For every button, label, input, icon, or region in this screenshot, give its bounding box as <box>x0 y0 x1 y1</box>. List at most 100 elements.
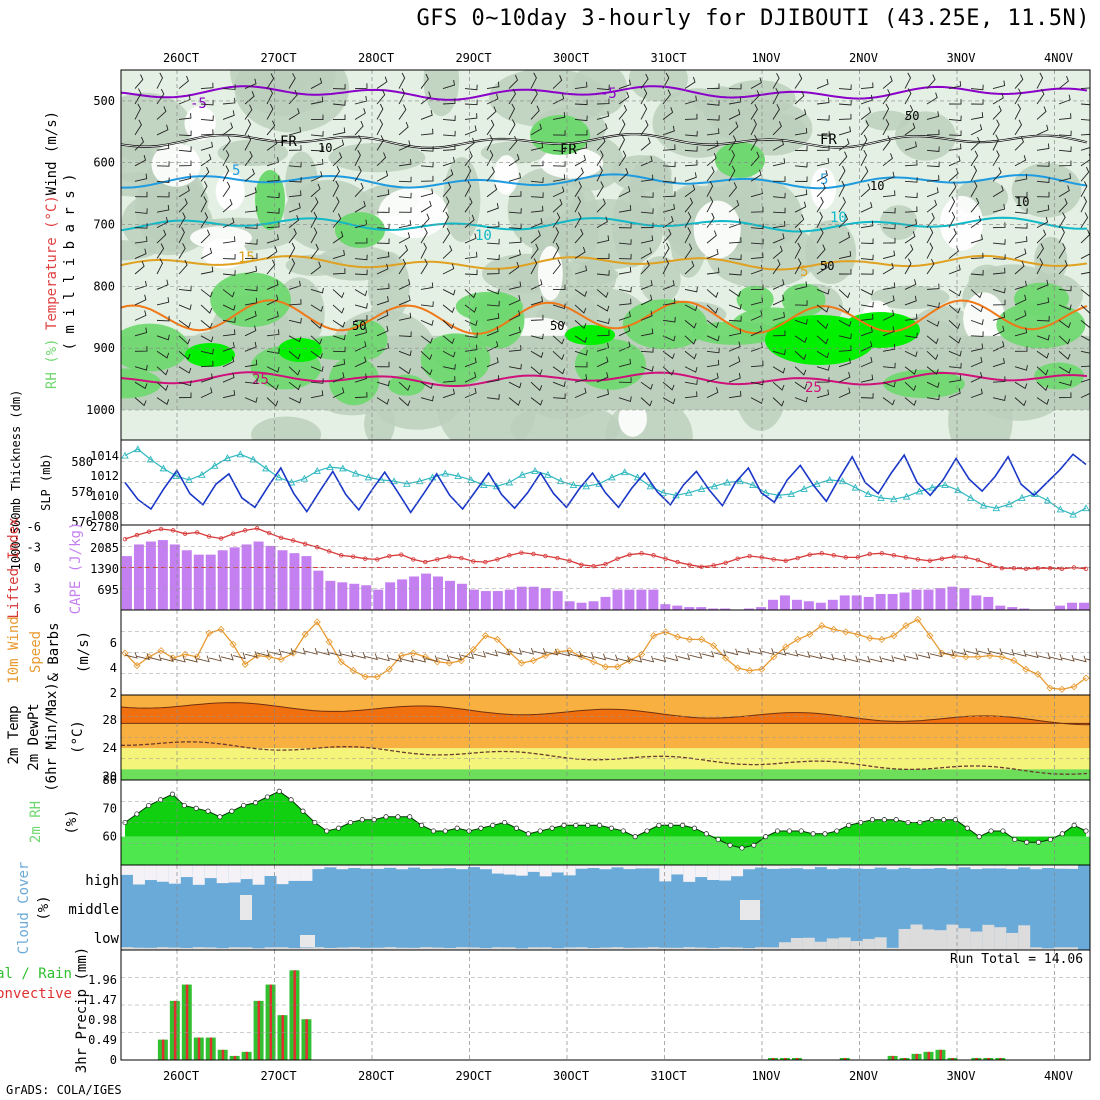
li-point <box>975 557 981 563</box>
wind-barb <box>332 165 341 182</box>
rh-point <box>146 802 152 809</box>
wind-barb <box>486 300 500 307</box>
cloud-low-fill <box>539 947 552 950</box>
rh-point <box>1083 828 1089 834</box>
wind-barb-10m <box>1025 651 1039 659</box>
wind-barb <box>398 244 409 259</box>
wind-barb <box>640 397 653 407</box>
cross-section-group <box>121 70 1090 440</box>
wind-barb-10m <box>629 655 643 663</box>
wind-speed-point <box>481 632 489 640</box>
wind-barb <box>750 118 757 136</box>
wind-barb <box>200 304 213 314</box>
wind-barb <box>376 283 390 290</box>
wind-barb <box>1058 75 1069 89</box>
wind-barb <box>486 81 500 89</box>
wind-barb <box>728 182 738 198</box>
wind-barb <box>640 247 652 259</box>
li-point <box>903 555 909 560</box>
wind-barb <box>794 381 808 390</box>
wind-barb-10m <box>785 649 799 657</box>
cloud-high-gap <box>336 865 349 870</box>
rh-point <box>834 828 840 834</box>
wind-barb <box>882 103 890 120</box>
wind-barb <box>332 114 346 121</box>
wind-barb <box>552 366 565 375</box>
rh2m-group <box>121 788 1090 865</box>
li-point <box>603 561 608 567</box>
wind-barb <box>926 381 940 389</box>
rh-point <box>1024 839 1030 845</box>
wind-barb <box>662 350 675 360</box>
wind-barb <box>948 196 956 213</box>
precip-convective-bar <box>843 1057 847 1060</box>
wind-speed-point <box>517 659 525 667</box>
wind-barb <box>552 227 560 244</box>
rh-shade-mid <box>1011 162 1082 218</box>
wind-speed-point <box>565 647 574 655</box>
cloud-high-gap <box>264 865 277 876</box>
wind-barb <box>1014 397 1027 407</box>
wind-barb <box>904 141 917 151</box>
wind-barb <box>464 357 477 368</box>
wind-barb <box>882 397 895 406</box>
wind-barb <box>1036 216 1049 229</box>
wind-barb <box>266 294 279 306</box>
wind-barb <box>288 73 296 89</box>
wind-barb-10m <box>953 648 967 656</box>
wind-barb <box>288 176 302 183</box>
li-point <box>327 549 332 554</box>
rh-point <box>288 797 294 803</box>
wind-barb <box>1058 392 1072 399</box>
wind-barb <box>860 356 873 368</box>
wind-barb <box>596 165 603 182</box>
li-point <box>699 564 704 570</box>
wind-barb <box>398 312 412 321</box>
cloud-high-gap <box>348 865 361 869</box>
wind-barb <box>618 119 626 136</box>
wind-barb <box>486 313 500 321</box>
rh-point <box>169 791 176 797</box>
wind-barb <box>574 142 588 151</box>
wind-barb <box>376 207 390 213</box>
wind-barb <box>794 109 807 120</box>
cross-section-ylabel: RH (%) Temperature (°C)Wind (m/s) <box>44 111 60 389</box>
cloud-low-fill <box>455 947 468 950</box>
wind-barb <box>156 279 169 290</box>
wind-barb <box>398 258 407 275</box>
cape-bar <box>660 604 671 610</box>
wind-barb <box>310 304 324 312</box>
li-point <box>495 557 500 562</box>
cape-bar <box>373 589 384 610</box>
wind-barb <box>1080 350 1090 354</box>
wind-barb <box>794 366 807 376</box>
wind-barb <box>200 196 208 213</box>
wind-barb <box>1058 113 1072 120</box>
wind-barb <box>860 326 873 337</box>
cape-bar <box>935 588 946 610</box>
rh-point <box>419 822 425 828</box>
precip-tick-label: 0.98 <box>88 1013 117 1027</box>
cloud-low-fill <box>575 947 588 950</box>
wind-barb <box>332 387 345 399</box>
cloud-high-gap <box>324 865 337 868</box>
wind-barb <box>310 227 318 244</box>
wind-barb <box>552 350 565 361</box>
thickness-point <box>172 472 181 480</box>
cloud-ylabel: Cloud Cover <box>16 862 32 955</box>
wind-barb <box>442 263 455 275</box>
wind-barb <box>486 106 497 120</box>
rh-point <box>668 822 674 828</box>
li-point <box>819 551 824 556</box>
wind-barb <box>970 304 984 313</box>
wind-barb <box>970 84 984 91</box>
wind-barb <box>904 279 917 290</box>
pressure-tick-label: 800 <box>93 279 115 293</box>
wind-barb <box>992 150 1000 167</box>
wind-barb <box>530 296 544 306</box>
thickness-point <box>531 467 539 474</box>
wind-barb <box>574 196 582 213</box>
precip-convective-bar <box>281 1015 284 1060</box>
rh-shade-mid <box>230 70 336 116</box>
wind-barb <box>948 155 961 167</box>
